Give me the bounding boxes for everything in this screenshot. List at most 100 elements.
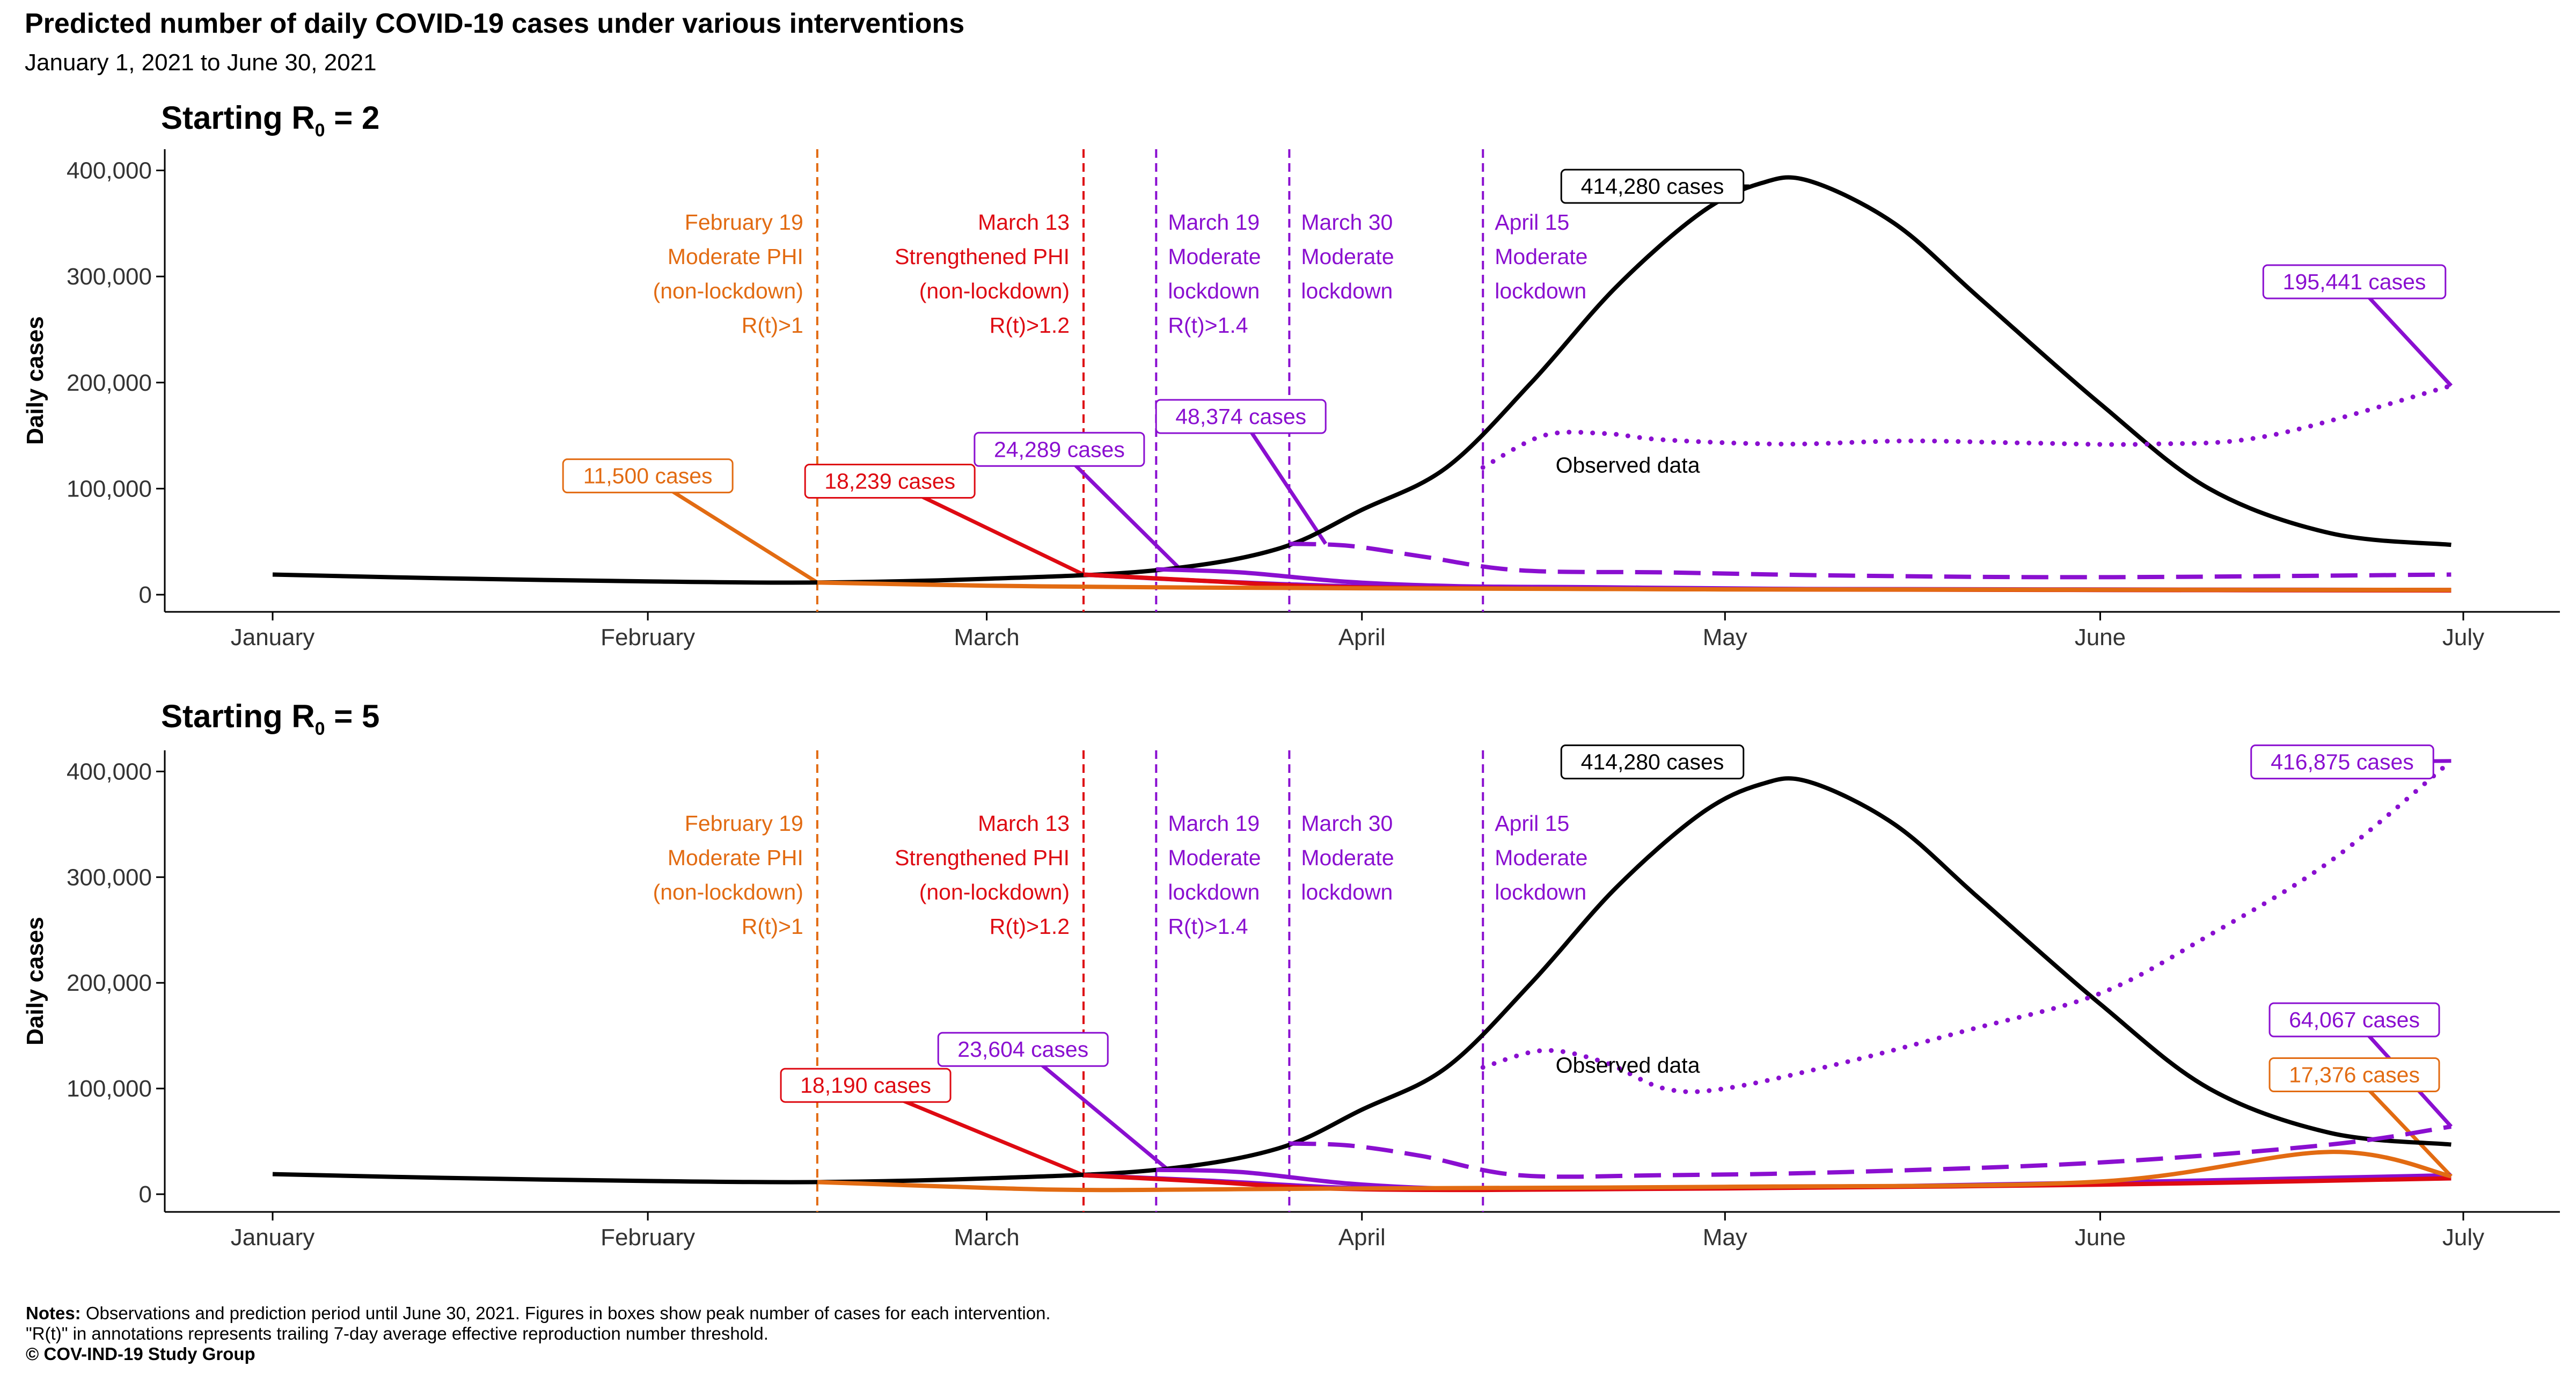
- series-line-lockdown-dotted: [1480, 758, 2454, 1094]
- series-line-lockdown-dotted: [1480, 383, 2454, 470]
- callout-box: [2268, 1057, 2440, 1092]
- panel-title: Starting R0 = 5: [161, 698, 379, 739]
- x-tick-label: June: [2075, 1224, 2126, 1251]
- callout-label: 24,289 cases: [994, 437, 1125, 462]
- intervention-label: March 19: [1168, 210, 1260, 235]
- series-line-lockdown-dashed: [1289, 1124, 2451, 1179]
- series-line-observed-solid: [272, 175, 2451, 585]
- intervention-label: R(t)>1.4: [1168, 313, 1248, 338]
- intervention-label: Strengthened PHI: [895, 244, 1070, 269]
- intervention-label: lockdown: [1168, 880, 1260, 904]
- y-tick-label: 200,000: [67, 970, 152, 996]
- x-tick-label: January: [231, 1224, 315, 1251]
- panel-title-text: Starting R: [161, 698, 315, 734]
- intervention-label: March 19: [1168, 811, 1260, 836]
- callout-box: [937, 1032, 1109, 1067]
- notes-copyright: © COV-IND-19 Study Group: [26, 1344, 255, 1364]
- panel-title: Starting R0 = 2: [161, 100, 379, 141]
- series-line-moderate_phi-solid: [817, 580, 2451, 593]
- y-tick-label: 0: [139, 582, 152, 608]
- intervention-label: February 19: [685, 811, 803, 836]
- intervention-label: lockdown: [1495, 880, 1586, 904]
- intervention-label: February 19: [685, 210, 803, 235]
- x-tick-label: April: [1338, 624, 1386, 651]
- intervention-label: Strengthened PHI: [895, 845, 1070, 870]
- x-tick-label: April: [1338, 1224, 1386, 1251]
- intervention-label: Moderate PHI: [668, 845, 803, 870]
- y-tick-label: 300,000: [67, 864, 152, 890]
- callout-box: [1155, 399, 1327, 434]
- y-tick-label: 200,000: [67, 370, 152, 396]
- panel-title-value: = 5: [325, 698, 380, 734]
- callout-box: [804, 464, 976, 499]
- panel-title-text: Starting R: [161, 100, 315, 136]
- series-line-moderate_phi-solid: [817, 1150, 2452, 1193]
- callout-label: 195,441 cases: [2283, 269, 2426, 294]
- intervention-label: Moderate: [1495, 845, 1587, 870]
- y-tick-label: 300,000: [67, 264, 152, 290]
- intervention-label: March 13: [978, 811, 1070, 836]
- notes-line-2: "R(t)" in annotations represents trailin…: [26, 1324, 769, 1343]
- intervention-label: (non-lockdown): [919, 279, 1070, 303]
- callout-box: [780, 1068, 952, 1103]
- intervention-label: R(t)>1.4: [1168, 914, 1248, 939]
- intervention-label: April 15: [1495, 210, 1569, 235]
- x-tick-label: January: [231, 624, 315, 651]
- page-subtitle: January 1, 2021 to June 30, 2021: [25, 49, 377, 76]
- callout-label: 416,875 cases: [2271, 750, 2414, 774]
- y-tick-label: 0: [139, 1181, 152, 1208]
- intervention-label: R(t)>1.2: [990, 313, 1070, 338]
- callout-leader: [647, 474, 818, 584]
- intervention-label: March 13: [978, 210, 1070, 235]
- y-tick-label: 100,000: [67, 476, 152, 502]
- intervention-label: Moderate: [1301, 845, 1394, 870]
- panel-2: Starting R0 = 50100,000200,000300,000400…: [22, 698, 2560, 1251]
- x-tick-label: March: [954, 1224, 1019, 1251]
- callout-box: [1560, 169, 1745, 204]
- series-line-lockdown-dashed: [1289, 542, 2451, 580]
- callout-label: 414,280 cases: [1581, 750, 1724, 774]
- x-tick-label: May: [1703, 1224, 1747, 1251]
- intervention-label: R(t)>1: [742, 914, 803, 939]
- callout-box: [562, 458, 734, 494]
- notes-line-1: Observations and prediction period until…: [85, 1303, 1051, 1323]
- x-tick-label: July: [2442, 1224, 2484, 1251]
- intervention-label: R(t)>1: [742, 313, 803, 338]
- intervention-label: Moderate: [1495, 244, 1587, 269]
- x-tick-label: March: [954, 624, 1019, 651]
- callout-leader: [1239, 415, 1327, 545]
- y-axis-label: Daily cases: [22, 917, 48, 1046]
- intervention-label: (non-lockdown): [653, 279, 803, 303]
- x-tick-label: February: [601, 624, 695, 651]
- page-title: Predicted number of daily COVID-19 cases…: [25, 8, 965, 39]
- callout-label: 18,239 cases: [824, 469, 955, 494]
- y-tick-label: 100,000: [67, 1076, 152, 1102]
- x-tick-label: June: [2075, 624, 2126, 651]
- intervention-label: (non-lockdown): [919, 880, 1070, 904]
- callout-box: [2250, 744, 2434, 780]
- y-tick-label: 400,000: [67, 758, 152, 785]
- callout-leader: [1058, 448, 1182, 571]
- observed-data-label: Observed data: [1556, 1053, 1700, 1078]
- intervention-label: Moderate: [1301, 244, 1394, 269]
- panel-title-value: = 2: [325, 100, 380, 136]
- intervention-label: (non-lockdown): [653, 880, 803, 904]
- intervention-label: March 30: [1301, 210, 1393, 235]
- callout-label: 11,500 cases: [583, 464, 713, 488]
- x-tick-label: July: [2442, 624, 2484, 651]
- intervention-label: lockdown: [1301, 880, 1393, 904]
- panel-title-subscript: 0: [315, 719, 325, 739]
- callout-label: 48,374 cases: [1175, 404, 1306, 429]
- callout-label: 23,604 cases: [957, 1037, 1088, 1062]
- callout-box: [2268, 1002, 2440, 1037]
- callout-box: [2262, 264, 2447, 299]
- observed-data-label: Observed data: [1556, 453, 1700, 478]
- intervention-label: March 30: [1301, 811, 1393, 836]
- y-axis-label: Daily cases: [22, 316, 48, 445]
- callout-label: 17,376 cases: [2289, 1062, 2420, 1087]
- x-tick-label: February: [601, 1224, 695, 1251]
- y-tick-label: 400,000: [67, 158, 152, 184]
- intervention-label: Moderate: [1168, 845, 1261, 870]
- callout-leader: [1022, 1048, 1170, 1172]
